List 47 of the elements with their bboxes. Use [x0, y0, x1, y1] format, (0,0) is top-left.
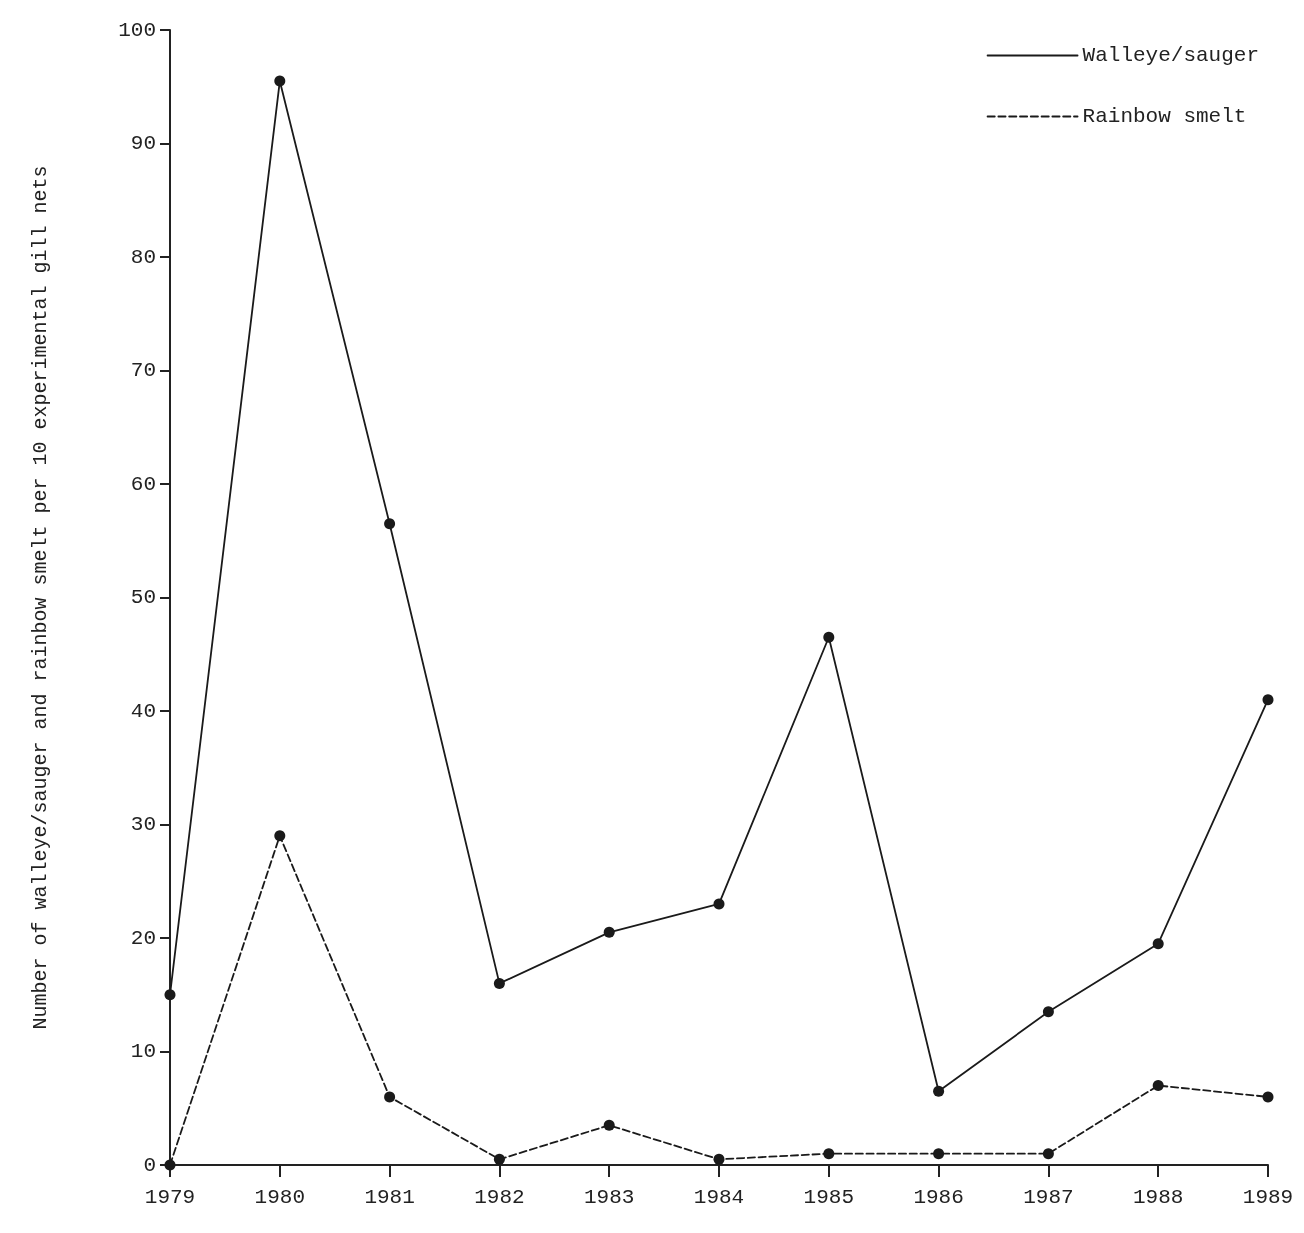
x-tick-label: 1987: [1023, 1186, 1074, 1209]
y-tick-label: 0: [143, 1153, 156, 1177]
point: [1152, 1080, 1164, 1092]
x-tick-label: 1983: [583, 1186, 635, 1209]
point: [933, 1148, 945, 1160]
point: [1042, 1148, 1054, 1160]
y-tick-label: 100: [118, 18, 156, 42]
point: [823, 631, 835, 643]
point: [274, 830, 286, 842]
y-tick-label: 90: [130, 132, 156, 155]
point: [1152, 938, 1164, 950]
x-tick-label: 1985: [803, 1186, 855, 1209]
point: [493, 1153, 505, 1165]
point: [713, 898, 725, 910]
y-tick-label: 40: [130, 699, 156, 723]
point: [1262, 694, 1274, 706]
y-tick-label: 50: [130, 586, 156, 609]
point: [164, 989, 176, 1001]
y-axis-title: Number of walleye/sauger and rainbow smelt per 10 experimental gill nets: [28, 165, 52, 1030]
x-tick-label: 1980: [254, 1186, 306, 1209]
legend-label: Walleye/sauger: [1082, 44, 1260, 67]
x-tick-label: 1979: [144, 1186, 196, 1209]
point: [823, 1148, 835, 1160]
point: [274, 75, 286, 87]
point: [493, 977, 505, 989]
point: [603, 1119, 615, 1131]
x-tick-label: 1989: [1242, 1186, 1294, 1209]
x-tick-label: 1982: [474, 1186, 525, 1209]
point: [384, 1091, 396, 1103]
x-tick-label: 1986: [913, 1186, 964, 1209]
point: [713, 1153, 725, 1165]
x-tick-label: 1981: [364, 1186, 415, 1209]
y-tick-label: 30: [130, 813, 156, 836]
point: [1042, 1006, 1054, 1018]
point: [933, 1085, 945, 1097]
y-tick-label: 70: [130, 359, 156, 382]
y-tick-label: 10: [130, 1040, 156, 1063]
x-tick-label: 1988: [1132, 1186, 1184, 1209]
point: [1262, 1091, 1274, 1103]
point: [384, 518, 396, 530]
point: [603, 926, 615, 938]
y-tick-label: 20: [130, 926, 156, 950]
point: [164, 1159, 176, 1171]
y-tick-label: 60: [130, 472, 156, 496]
x-tick-label: 1984: [693, 1186, 745, 1209]
legend-label: Rainbow smelt: [1082, 105, 1247, 128]
y-tick-label: 80: [130, 245, 156, 269]
